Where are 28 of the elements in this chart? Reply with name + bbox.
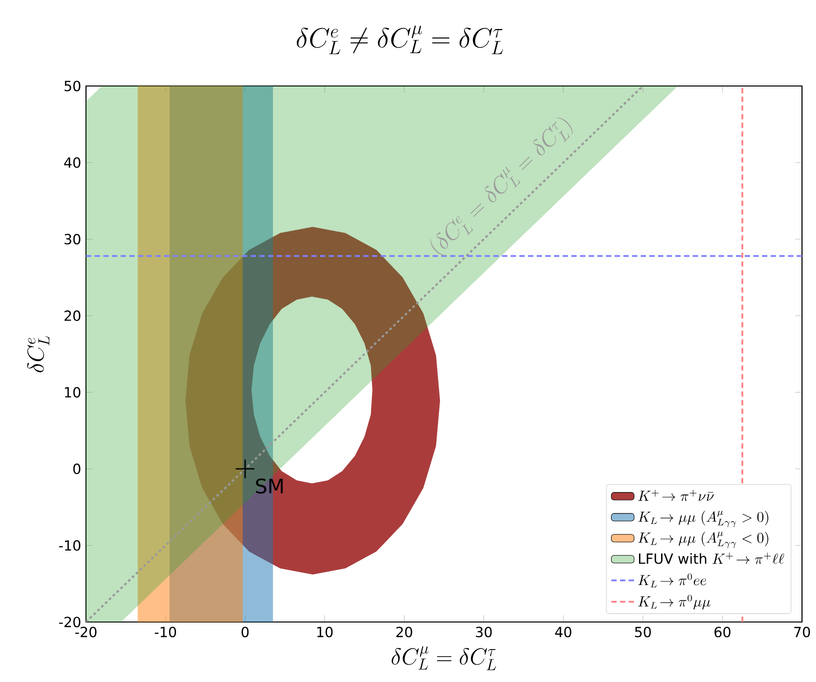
y-tick-label: 0 [73,464,80,474]
y-tick-label: -20 [59,616,80,628]
x-tick-label: 40 [555,626,572,638]
x-tick-label: 10 [317,626,333,638]
x-tick-label: 60 [714,626,730,638]
y-tick-label: 40 [64,157,80,168]
y-tick-label: 20 [64,310,80,321]
legend-label: $K^+\!\to\pi^+\nu\bar{\nu}$ [638,490,714,501]
x-tick-label: -10 [154,626,176,638]
legend-label: $K_L\!\to\pi^0 ee$ [638,574,706,588]
legend-label: $K_L\!\to\mu\mu\ (A^\mu_{L\gamma\gamma}<0)$ [638,532,768,548]
y-tick-label: 30 [64,234,80,244]
annotation: $(\delta C^e_L = \delta C^\mu_L = \delta C^\tau_L)$ [430,118,573,256]
ref-line-label: $K_L\!\to\pi^0\mu\mu$ [638,594,710,610]
y-axis-title: $\delta C^e_L$ [27,336,50,372]
legend-label: $\mathrm{LFUV\ with\ }K^+\!\to\pi^+\ell\ell$ [638,552,784,564]
x-tick-label: 70 [794,626,810,638]
y-tick-label: 10 [65,386,80,398]
legend-label: $K_L\!\to\mu\mu\ (A^\mu_{L\gamma\gamma}>0)$ [638,510,768,528]
x-tick-label: 30 [476,626,492,638]
x-axis-title: $\delta C^\mu_L = \delta C^\tau_L$ [392,646,496,670]
x-tick-label: -20 [75,626,96,638]
x-tick-label: 20 [396,626,412,638]
x-tick-label: 0 [242,626,249,638]
chart-title: $\delta C^e_L \neq \delta C^\mu_L = \delta C^\tau_L$ [296,26,503,54]
y-tick-label: -10 [59,540,80,551]
x-tick-label: 50 [635,626,651,638]
y-tick-label: 50 [64,80,80,92]
